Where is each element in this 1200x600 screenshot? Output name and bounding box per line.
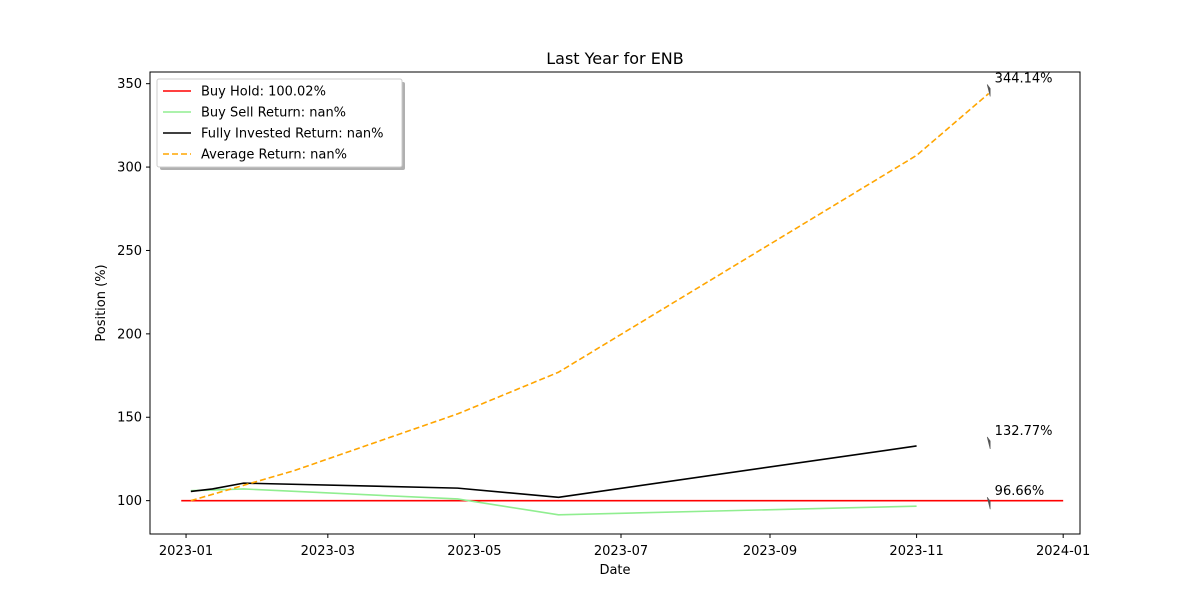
y-axis: 100 150 200 250 300 350 <box>117 77 150 509</box>
x-axis: 2023-01 2023-03 2023-05 2023-07 2023-09 2023-… <box>159 534 1090 559</box>
legend-label: Fully Invested Return: nan% <box>201 127 384 142</box>
chart-title: Last Year for ENB <box>546 49 684 68</box>
x-tick-label: 2023-01 <box>159 544 213 559</box>
annotations: 344.14% 132.77% 96.66% <box>986 71 1053 510</box>
annotation-label: 132.77% <box>995 424 1053 439</box>
annotation-label: 344.14% <box>995 71 1053 86</box>
y-tick-label: 250 <box>117 244 142 259</box>
series-line-4 <box>190 92 990 502</box>
plot-area <box>181 92 1064 516</box>
series-line-3 <box>190 445 917 499</box>
legend: Buy Hold: 100.02% Buy Sell Return: nan% Fu… <box>156 78 405 170</box>
y-tick-label: 300 <box>117 161 142 176</box>
y-tick-label: 350 <box>117 77 142 92</box>
x-axis-title: Date <box>599 563 630 578</box>
legend-label: Buy Hold: 100.02% <box>201 85 326 100</box>
y-tick-label: 100 <box>117 494 142 509</box>
annotation-arrow <box>986 497 991 510</box>
annotation-arrow <box>986 84 991 97</box>
y-axis-title: Position (%) <box>94 264 109 341</box>
legend-label: Average Return: nan% <box>201 148 347 163</box>
annotation-arrow <box>986 436 991 450</box>
y-tick-label: 150 <box>117 411 142 426</box>
x-tick-label: 2023-11 <box>889 544 943 559</box>
legend-label: Buy Sell Return: nan% <box>201 106 346 121</box>
y-tick-label: 200 <box>117 327 142 342</box>
x-tick-label: 2023-09 <box>743 544 797 559</box>
x-tick-label: 2023-07 <box>594 544 648 559</box>
plot-frame <box>149 71 1081 535</box>
legend-box <box>156 78 403 168</box>
x-tick-label: 2023-05 <box>447 544 501 559</box>
x-tick-label: 2023-03 <box>301 544 355 559</box>
annotation-label: 96.66% <box>995 484 1045 499</box>
x-tick-label: 2024-01 <box>1036 544 1090 559</box>
series-line-2 <box>190 488 917 516</box>
